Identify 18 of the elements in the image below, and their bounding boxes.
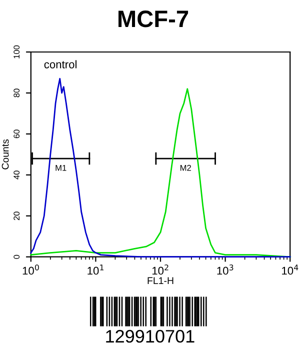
series-label: M1 bbox=[56, 164, 66, 171]
x-tick-label: 10$^{4}$ bbox=[282, 264, 298, 275]
chart-title: MCF-7 bbox=[118, 10, 188, 28]
y-tick-label: 20 bbox=[14, 212, 20, 220]
text: 129910701 bbox=[106, 330, 194, 343]
x-tick-label: 10$^{1}$ bbox=[88, 264, 104, 275]
y-tick-label: 40 bbox=[14, 170, 20, 180]
y-axis-title: Counts bbox=[2, 139, 9, 170]
x-tick-label: 10$^{2}$ bbox=[152, 264, 168, 275]
y-tick-label: 100 bbox=[14, 45, 20, 58]
y-tick-label: 0 bbox=[14, 254, 20, 259]
y-tick-label: 80 bbox=[14, 88, 20, 98]
series-label: control bbox=[44, 60, 76, 68]
x-tick-label: 10$^{3}$ bbox=[217, 264, 234, 275]
x-axis-title: FL1-H bbox=[148, 277, 174, 284]
y-tick-label: 60 bbox=[14, 130, 20, 138]
series-label: M2 bbox=[180, 164, 191, 171]
x-tick-label: 10$^{0}$ bbox=[22, 264, 39, 275]
